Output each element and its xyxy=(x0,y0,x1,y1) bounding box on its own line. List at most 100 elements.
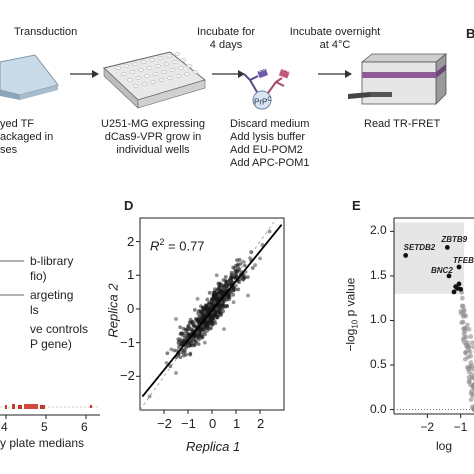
scatter-point xyxy=(238,276,243,281)
prp-text: PrP xyxy=(254,97,268,107)
scatter-point xyxy=(202,310,207,315)
x-tick-label: −2 xyxy=(157,416,172,431)
well xyxy=(192,70,199,74)
scatter-point xyxy=(216,296,220,301)
scatter-point xyxy=(207,303,212,308)
scatter-point xyxy=(236,287,241,292)
panel-c-red-distribution xyxy=(5,404,92,409)
volcano-point xyxy=(468,391,474,396)
incubate-overnight-line2: at 4°C xyxy=(319,39,351,51)
volcano-point xyxy=(458,286,464,292)
incubate-days-line2: 4 days xyxy=(209,39,243,51)
scatter-point xyxy=(229,290,234,295)
volcano-point xyxy=(467,378,473,384)
volcano-point xyxy=(469,340,474,346)
well xyxy=(167,76,173,80)
panel-e-letter: E xyxy=(352,198,361,213)
scatter-point xyxy=(249,250,254,254)
well xyxy=(135,76,142,80)
incubate-overnight-line1: Incubate overnight xyxy=(289,26,381,38)
volcano-point xyxy=(466,326,472,332)
scatter-point xyxy=(231,273,236,278)
labeled-gene-point xyxy=(403,253,409,258)
scatter-point xyxy=(190,337,195,342)
scatter-point xyxy=(210,297,215,302)
well xyxy=(123,64,130,68)
scatter-point xyxy=(245,275,250,279)
scatter-point xyxy=(234,283,238,288)
scatter-point xyxy=(216,312,221,317)
r2-sup: 2 xyxy=(159,237,165,247)
well xyxy=(140,60,147,64)
prp-antibody-illustration xyxy=(243,68,290,110)
prp-superscript: C xyxy=(267,97,272,103)
scatter-point xyxy=(188,320,193,325)
scatter-point xyxy=(193,320,198,325)
legend-line-5: ve controls xyxy=(30,322,89,336)
x-tick-label: 0 xyxy=(209,416,217,431)
read-trfret-caption: Read TR-FRET xyxy=(364,118,441,130)
x-tick-label: 1 xyxy=(233,416,241,431)
scatter-point xyxy=(222,327,226,332)
scatter-point xyxy=(193,324,197,329)
gene-label-zbtb9: ZBTB9 xyxy=(441,235,468,245)
scatter-point xyxy=(203,305,208,310)
significance-region xyxy=(394,222,464,294)
e-x-tick-label: −2 xyxy=(420,420,435,434)
scatter-point xyxy=(147,394,152,399)
scatter-point xyxy=(217,285,222,290)
y-tick-label: 0 xyxy=(127,300,135,316)
well xyxy=(138,68,144,72)
scatter-point xyxy=(226,280,231,284)
well xyxy=(172,60,178,64)
scatter-point xyxy=(231,300,236,305)
scatter-point xyxy=(178,332,183,336)
discard-caption-line1: Discard medium xyxy=(230,118,310,130)
well xyxy=(178,66,184,70)
volcano-point xyxy=(464,344,470,350)
discard-caption-line4: Add APC-POM1 xyxy=(230,157,310,169)
scatter-point xyxy=(216,281,221,286)
step-transduction-label: Transduction xyxy=(14,26,78,38)
volcano-point xyxy=(469,374,474,380)
labeled-gene-point xyxy=(446,273,452,279)
scatter-point xyxy=(238,262,243,266)
volcano-point xyxy=(463,313,469,319)
scatter-point xyxy=(221,309,226,314)
legend-line-4: ls xyxy=(30,303,39,317)
well xyxy=(161,70,167,74)
scatter-point xyxy=(186,344,190,348)
well xyxy=(146,66,153,70)
e-ylabel-rest: p value xyxy=(343,277,358,320)
legend-line-3: argeting xyxy=(30,288,74,302)
volcano-point xyxy=(468,353,474,359)
step-incubate-days-label: Incubate for 4 days xyxy=(176,26,276,52)
well-plate-illustration xyxy=(102,51,207,109)
scatter-point xyxy=(174,371,178,375)
gene-label-setdb2: SETDB2 xyxy=(403,243,436,253)
volcano-point xyxy=(456,281,462,287)
scatter-point xyxy=(214,273,219,278)
scatter-point xyxy=(186,323,191,328)
e-y-tick-label: 2.0 xyxy=(370,223,387,238)
volcano-point xyxy=(459,295,465,301)
legend-line-2: fio) xyxy=(30,269,47,283)
well xyxy=(132,62,138,66)
panel-c-legend-1: b-library fio) xyxy=(30,254,73,284)
well xyxy=(121,72,127,76)
panel-d-ylabel: Replica 2 xyxy=(105,283,121,338)
volcano-point xyxy=(471,344,474,350)
scatter-point xyxy=(242,263,247,268)
discard-caption-line3: Add EU-POM2 xyxy=(230,144,303,156)
scatter-point xyxy=(223,275,228,279)
scatter-point xyxy=(250,266,255,270)
scatter-point xyxy=(205,297,210,302)
well xyxy=(141,82,148,86)
e-y-tick-label: 1.5 xyxy=(370,267,387,282)
panel-c-legend-2: argeting ls xyxy=(30,288,73,318)
scatter-point xyxy=(217,293,222,298)
scatter-point xyxy=(176,340,181,345)
volcano-point xyxy=(462,325,468,331)
y-tick-label: 1 xyxy=(127,267,135,283)
scatter-point xyxy=(208,316,213,321)
